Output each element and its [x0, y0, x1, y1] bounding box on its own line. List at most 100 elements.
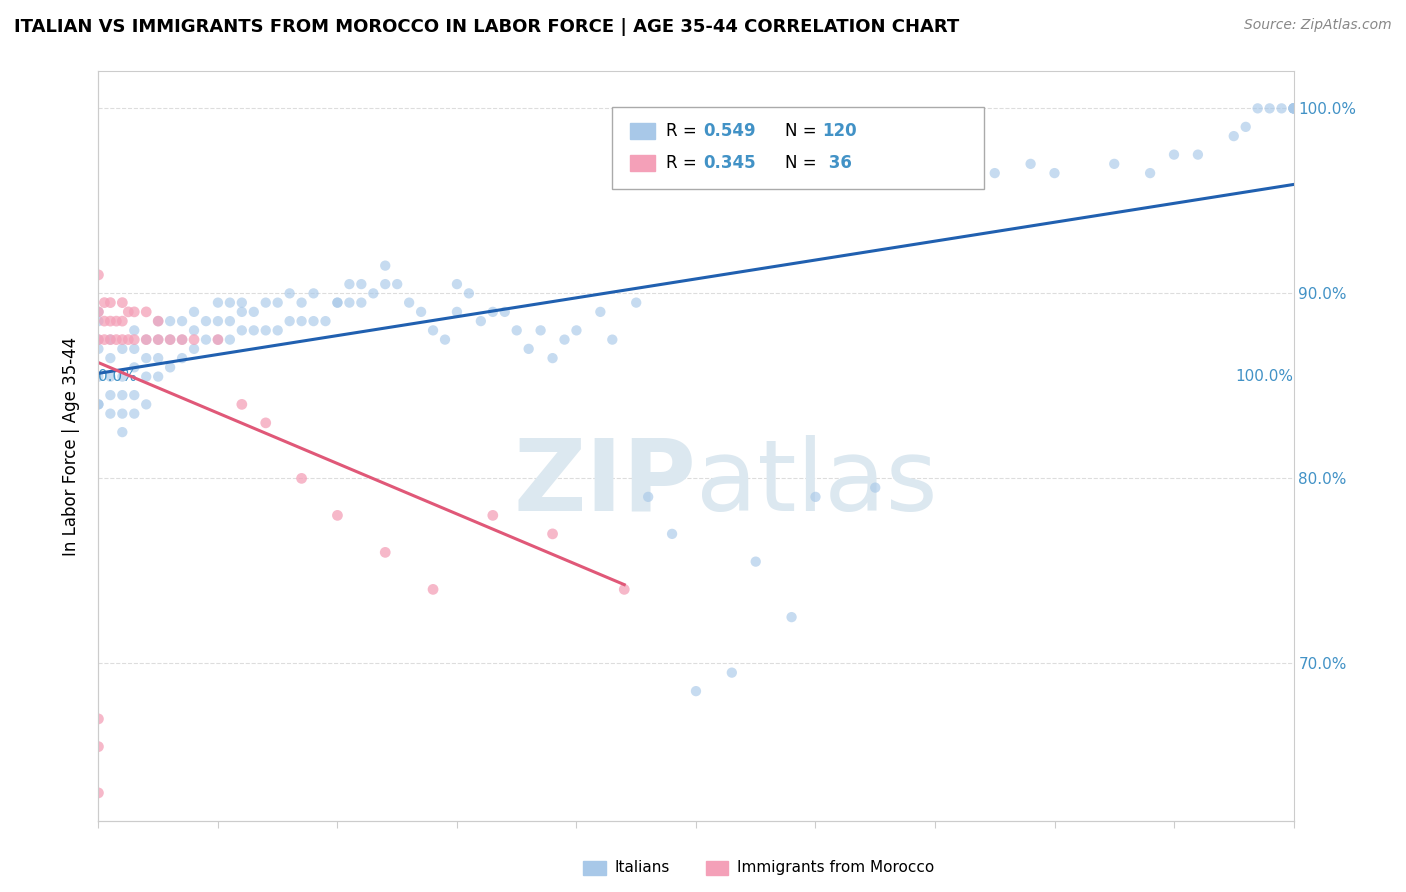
Point [93, 295, 115, 310]
Point [87, 739, 110, 754]
Point [111, 425, 134, 439]
Text: 0.549: 0.549 [703, 122, 755, 140]
Point [1104, 157, 1126, 171]
Point [124, 360, 146, 375]
Point [172, 333, 194, 347]
Text: N =: N = [785, 122, 821, 140]
Text: 36: 36 [823, 154, 852, 172]
Point [1163, 147, 1185, 161]
Point [374, 259, 396, 273]
Point [111, 333, 134, 347]
Point [148, 351, 170, 365]
Point [98, 333, 122, 347]
Point [291, 295, 314, 310]
Point [135, 333, 157, 347]
Point [385, 277, 409, 292]
Text: ZIP: ZIP [513, 435, 696, 532]
Point [326, 295, 349, 310]
Point [183, 342, 205, 356]
Point [159, 360, 181, 375]
Point [422, 323, 444, 337]
Point [148, 333, 170, 347]
Point [470, 314, 492, 328]
Point [231, 323, 253, 337]
Text: ITALIAN VS IMMIGRANTS FROM MOROCCO IN LABOR FORCE | AGE 35-44 CORRELATION CHART: ITALIAN VS IMMIGRANTS FROM MOROCCO IN LA… [14, 18, 959, 36]
Text: N =: N = [785, 154, 821, 172]
Point [1234, 120, 1257, 134]
Text: R =: R = [666, 154, 703, 172]
Point [565, 323, 588, 337]
Point [411, 305, 433, 319]
Point [111, 369, 134, 384]
Point [602, 333, 624, 347]
Text: 120: 120 [823, 122, 858, 140]
Point [207, 333, 229, 347]
Point [984, 166, 1007, 180]
Point [278, 286, 301, 301]
Point [1282, 101, 1305, 115]
Point [124, 333, 146, 347]
Point [219, 333, 242, 347]
Point [231, 305, 253, 319]
Point [363, 286, 385, 301]
Point [481, 508, 505, 523]
Point [135, 369, 157, 384]
Text: Italians: Italians [614, 860, 669, 874]
Point [87, 712, 110, 726]
Point [148, 369, 170, 384]
Point [111, 407, 134, 421]
Point [780, 610, 803, 624]
Point [804, 490, 827, 504]
Point [135, 397, 157, 411]
Point [637, 490, 659, 504]
Point [1282, 101, 1305, 115]
Point [148, 314, 170, 328]
Point [148, 333, 170, 347]
Point [87, 397, 110, 411]
Point [278, 314, 301, 328]
Point [124, 388, 146, 402]
Point [87, 314, 110, 328]
Point [350, 295, 373, 310]
Point [1223, 129, 1246, 144]
Point [172, 314, 194, 328]
Point [1258, 101, 1281, 115]
Point [105, 314, 128, 328]
Point [135, 351, 157, 365]
Point [494, 305, 516, 319]
Point [1282, 101, 1305, 115]
Point [98, 351, 122, 365]
Point [254, 416, 277, 430]
Point [291, 314, 314, 328]
Point [98, 314, 122, 328]
Point [589, 305, 612, 319]
Point [124, 305, 146, 319]
Point [195, 314, 218, 328]
Point [267, 295, 290, 310]
Point [231, 397, 253, 411]
Point [326, 295, 349, 310]
Point [183, 333, 205, 347]
Point [207, 333, 229, 347]
Point [339, 295, 361, 310]
Point [93, 333, 115, 347]
Point [183, 323, 205, 337]
Point [865, 481, 887, 495]
Point [87, 305, 110, 319]
Point [924, 166, 946, 180]
Point [374, 277, 396, 292]
Point [948, 157, 970, 171]
Point [135, 333, 157, 347]
Point [159, 333, 181, 347]
Point [541, 351, 564, 365]
Text: atlas: atlas [696, 435, 938, 532]
Point [105, 333, 128, 347]
Point [1247, 101, 1270, 115]
Point [530, 323, 553, 337]
Point [231, 295, 253, 310]
Point [219, 314, 242, 328]
Point [159, 314, 181, 328]
Point [87, 786, 110, 800]
Point [254, 295, 277, 310]
Point [148, 314, 170, 328]
